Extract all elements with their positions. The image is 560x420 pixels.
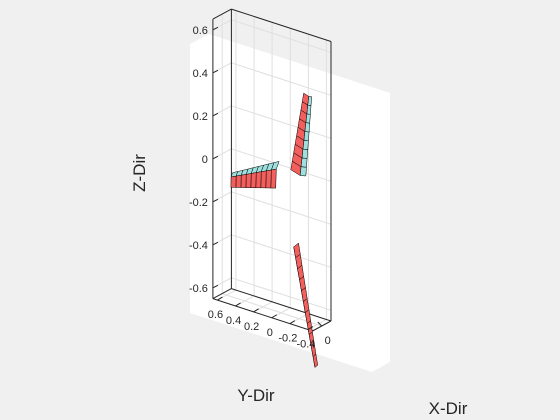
blade-front-panel bbox=[312, 353, 318, 368]
z-tick bbox=[212, 26, 219, 31]
z-tick-label: -0.2 bbox=[189, 197, 208, 209]
blade-front-panel bbox=[240, 174, 247, 188]
z-tick bbox=[212, 241, 219, 246]
blades bbox=[230, 92, 318, 368]
z-tick bbox=[212, 198, 219, 203]
grid-line bbox=[222, 293, 322, 327]
y-tick-label: 0 bbox=[267, 327, 273, 339]
y-tick bbox=[271, 314, 278, 319]
z-tick bbox=[212, 155, 219, 160]
y-tick-label: -0.2 bbox=[278, 333, 297, 345]
x-tick-label: 0 bbox=[325, 335, 331, 347]
y-tick bbox=[253, 308, 259, 313]
side-wall bbox=[190, 34, 209, 313]
grid-line bbox=[231, 277, 332, 311]
z-tick-label: 0.2 bbox=[193, 111, 208, 123]
z-tick-label: 0.4 bbox=[193, 68, 208, 80]
blade-front-panel bbox=[245, 173, 252, 188]
box-edge bbox=[212, 298, 313, 332]
tick-marks bbox=[212, 26, 323, 330]
blade-front-panel bbox=[235, 174, 242, 188]
box-edge bbox=[212, 288, 232, 300]
y-tick bbox=[217, 296, 223, 301]
z-tick bbox=[212, 69, 219, 74]
x-axis-label: X-Dir bbox=[429, 399, 468, 418]
z-tick bbox=[212, 112, 219, 117]
y-tick bbox=[289, 320, 296, 325]
box-edge bbox=[231, 288, 332, 322]
blade-front-panel bbox=[260, 170, 267, 189]
z-tick-label: 0 bbox=[202, 154, 208, 166]
grid-line bbox=[231, 148, 332, 182]
blade-front-panel bbox=[265, 169, 272, 189]
grid-line bbox=[231, 191, 332, 225]
floor bbox=[190, 303, 390, 372]
z-tick-label: 0.6 bbox=[193, 25, 208, 37]
z-tick-label: -0.6 bbox=[189, 283, 208, 295]
blade-front-panel bbox=[255, 171, 262, 189]
grid-lines bbox=[212, 10, 332, 331]
blade-front-panel bbox=[302, 92, 309, 106]
y-tick-label: 0.2 bbox=[244, 321, 259, 333]
blade-front-panel bbox=[250, 172, 257, 189]
blade-1 bbox=[230, 161, 280, 189]
blade-front-panel bbox=[270, 168, 277, 189]
box-edge bbox=[212, 8, 232, 20]
x-tick-labels: 0 bbox=[325, 335, 331, 347]
z-tick bbox=[212, 284, 219, 289]
y-tick-label: 0.6 bbox=[208, 309, 223, 321]
box-edge bbox=[231, 8, 332, 42]
y-tick bbox=[307, 326, 314, 330]
blade-3 bbox=[293, 242, 318, 368]
z-axis-label: Z-Dir bbox=[130, 154, 149, 192]
y-tick bbox=[235, 302, 241, 307]
x-tick bbox=[317, 321, 323, 327]
axes-area: 0.60.40.20-0.2-0.4-0.6 0.6 0.4 0.2 0 -0.2 -0.… bbox=[130, 8, 468, 418]
y-tick-label: 0.4 bbox=[226, 315, 241, 327]
y-axis-label: Y-Dir bbox=[237, 386, 274, 405]
y-tick-labels: 0.6 0.4 0.2 0 -0.2 -0.4 bbox=[208, 309, 316, 351]
z-tick-labels: 0.6 0.4 0.2 0 -0.2 -0.4 -0.6 bbox=[189, 25, 208, 295]
grid-line bbox=[231, 234, 332, 268]
grid-line bbox=[231, 19, 332, 53]
y-tick-label: -0.4 bbox=[296, 339, 315, 351]
blade-front-panel bbox=[230, 175, 237, 188]
grid-line bbox=[231, 105, 332, 139]
blade-2 bbox=[290, 92, 312, 177]
box-lines bbox=[212, 8, 332, 332]
grid-line bbox=[231, 62, 332, 96]
z-tick-label: -0.4 bbox=[189, 240, 208, 252]
